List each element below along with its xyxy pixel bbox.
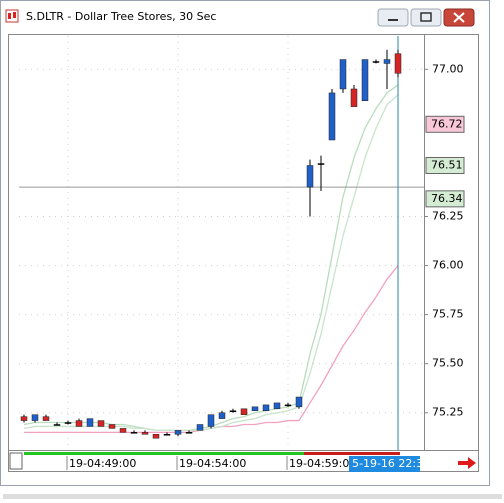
maximize-button[interactable] bbox=[410, 8, 442, 27]
candle-body bbox=[361, 59, 369, 101]
candle-body bbox=[383, 59, 391, 64]
window-title: S.DLTR - Dollar Tree Stores, 30 Sec bbox=[26, 10, 216, 23]
candle-body bbox=[185, 432, 193, 434]
app-icon bbox=[5, 9, 19, 23]
price-tag-label: 76.72 bbox=[431, 117, 463, 130]
candle-body bbox=[196, 424, 204, 431]
candle-body bbox=[394, 53, 402, 74]
candle-body bbox=[86, 418, 94, 427]
price-tag-label: 76.34 bbox=[431, 192, 463, 205]
candle-body bbox=[174, 430, 182, 435]
candle-body bbox=[31, 414, 39, 421]
time-tag-label: 5-19-16 22:34:00 bbox=[352, 457, 448, 470]
y-tick-label: 76.25 bbox=[432, 210, 464, 223]
time-tag bbox=[349, 456, 420, 472]
candle-body bbox=[328, 92, 336, 141]
minimize-button[interactable] bbox=[377, 8, 409, 27]
x-tick-label: 19-04:59:00 bbox=[289, 457, 356, 470]
session-bar bbox=[304, 452, 400, 455]
price-tag-label: 76.51 bbox=[431, 158, 463, 171]
y-tick-label: 75.50 bbox=[432, 357, 464, 370]
candle-body bbox=[75, 420, 83, 427]
y-tick-label: 75.75 bbox=[432, 308, 464, 321]
y-tick-label: 77.00 bbox=[432, 62, 464, 75]
candle-body bbox=[295, 396, 303, 408]
y-tick-label: 75.25 bbox=[432, 406, 464, 419]
candle-body bbox=[273, 402, 281, 410]
scroll-arrow[interactable] bbox=[458, 457, 476, 469]
candle-body bbox=[64, 422, 72, 424]
candle-body bbox=[20, 416, 28, 421]
candle-body bbox=[53, 424, 61, 426]
candle-body bbox=[306, 165, 314, 188]
candle-body bbox=[372, 61, 380, 63]
candle-body bbox=[108, 424, 116, 429]
close-icon bbox=[453, 12, 465, 23]
candle-body bbox=[163, 434, 171, 436]
y-tick-label: 76.00 bbox=[432, 259, 464, 272]
candle-body bbox=[218, 412, 226, 419]
maximize-icon bbox=[420, 12, 432, 22]
session-bar bbox=[24, 452, 304, 455]
price-tag bbox=[425, 156, 465, 174]
candle-body bbox=[284, 404, 292, 407]
chart-frame bbox=[8, 34, 479, 472]
shadow bbox=[3, 494, 502, 499]
candle-body bbox=[317, 163, 325, 165]
candle-body bbox=[339, 59, 347, 90]
candle-body bbox=[262, 404, 270, 412]
candle-body bbox=[141, 432, 149, 435]
app-icon-bar bbox=[8, 13, 11, 19]
scroll-box[interactable] bbox=[9, 452, 23, 470]
candle-body bbox=[240, 408, 248, 415]
x-tick-label: 19-04:54:00 bbox=[179, 457, 246, 470]
candle-body bbox=[207, 414, 215, 427]
candle-body bbox=[229, 410, 237, 413]
candle-body bbox=[97, 420, 105, 427]
candle-body bbox=[119, 428, 127, 433]
candle-body bbox=[152, 434, 160, 439]
x-tick-label: 19-04:49:00 bbox=[69, 457, 136, 470]
price-tag bbox=[425, 190, 465, 208]
candle-body bbox=[251, 406, 259, 412]
price-tag bbox=[425, 115, 465, 133]
app-icon-bar bbox=[13, 12, 16, 18]
candle-body bbox=[350, 88, 358, 107]
candle-body bbox=[130, 432, 138, 434]
candle-body bbox=[42, 416, 50, 421]
